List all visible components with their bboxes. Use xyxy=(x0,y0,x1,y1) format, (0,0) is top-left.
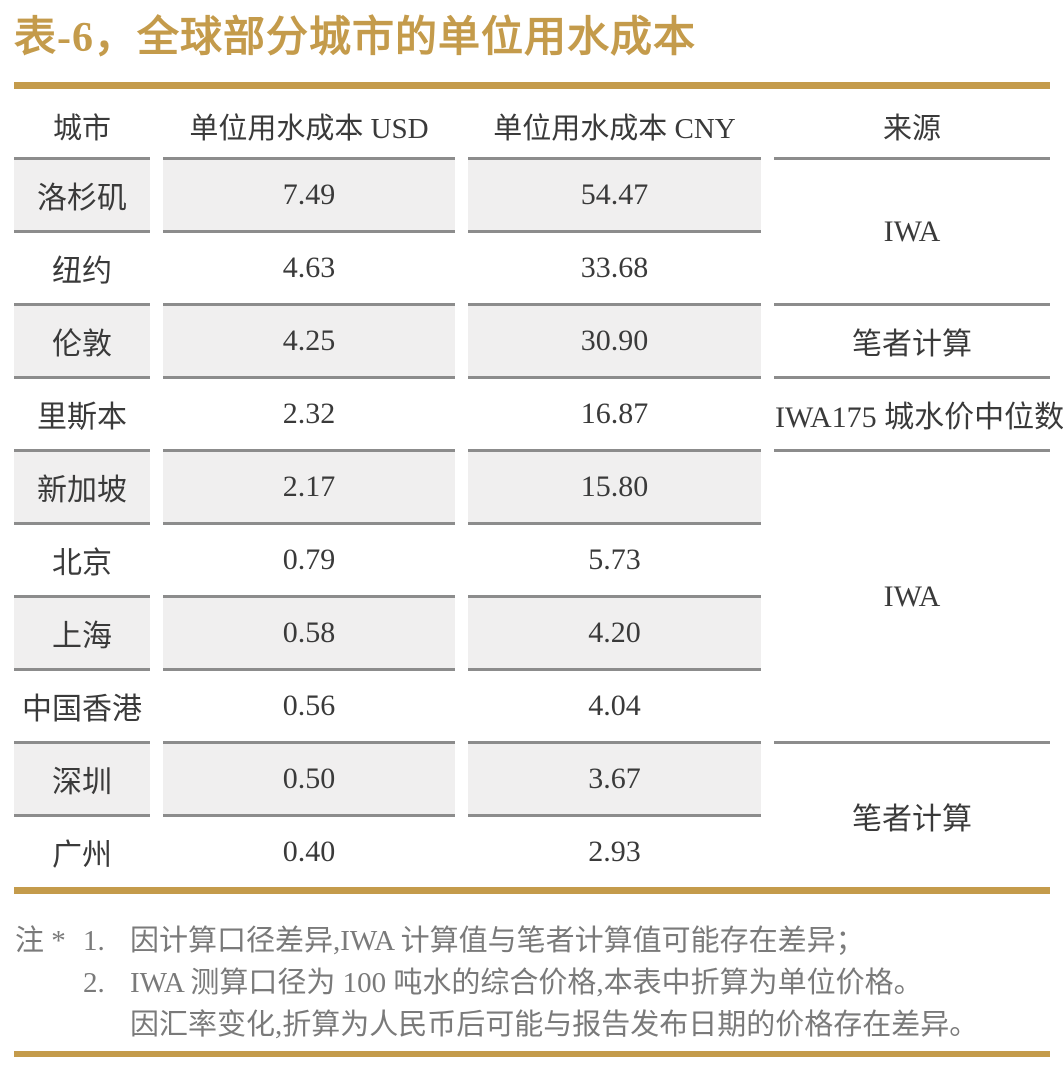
table-bottom-rule xyxy=(14,887,1050,894)
source-cell: 笔者计算 xyxy=(774,741,1050,887)
water-cost-table: 城市 单位用水成本 USD 单位用水成本 CNY 来源 洛杉矶 7.49 54.… xyxy=(1,95,1063,887)
column-header-city: 城市 xyxy=(52,113,111,145)
city-cell: 上海 xyxy=(14,595,150,668)
table-row: 伦敦 4.25 30.90 笔者计算 xyxy=(14,303,1050,376)
header-row: 城市 单位用水成本 USD 单位用水成本 CNY 来源 xyxy=(14,95,1050,157)
table-row: 深圳 0.50 3.67 笔者计算 xyxy=(14,741,1050,887)
table-row: 里斯本 2.32 16.87 IWA175 城水价中位数 xyxy=(14,376,1063,449)
usd-cell: 2.17 xyxy=(163,449,455,522)
table-row: 纽约 4.63 33.68 xyxy=(14,230,1050,303)
cny-cell: 4.20 xyxy=(468,595,761,668)
usd-cell: 0.50 xyxy=(163,741,455,814)
usd-cell: 0.79 xyxy=(163,522,455,595)
city-cell: 深圳 xyxy=(14,741,150,814)
city-cell: 广州 xyxy=(14,814,150,887)
footnote-item: 2. IWA 测算口径为 100 吨水的综合价格,本表中折算为单位价格。 xyxy=(83,962,1049,1004)
table-row: 广州 0.40 2.93 xyxy=(14,814,1050,887)
cny-cell: 3.67 xyxy=(468,741,761,814)
table-row: 北京 0.79 5.73 xyxy=(14,522,1050,595)
cny-cell: 30.90 xyxy=(468,303,761,376)
table-row: 洛杉矶 7.49 54.47 IWA xyxy=(14,157,1050,303)
city-cell: 里斯本 xyxy=(14,376,150,449)
page-title: 表-6，全球部分城市的单位用水成本 xyxy=(14,15,696,61)
table-row: 上海 0.58 4.20 xyxy=(14,595,1050,668)
footnotes: 注 * 1. 因计算口径差异,IWA 计算值与笔者计算值可能存在差异； 2. I… xyxy=(15,920,1049,1046)
page-bottom-rule xyxy=(14,1051,1050,1057)
cny-cell: 16.87 xyxy=(468,376,761,449)
footnote-number: 1. xyxy=(83,925,105,957)
footnote-item: 1. 因计算口径差异,IWA 计算值与笔者计算值可能存在差异； xyxy=(83,920,1049,962)
table-row: 新加坡 2.17 15.80 IWA xyxy=(14,449,1050,741)
footnote-item: 因汇率变化,折算为人民币后可能与报告发布日期的价格存在差异。 xyxy=(83,1004,1049,1046)
footnote-marker: 注 * xyxy=(15,925,66,957)
cny-cell: 5.73 xyxy=(468,522,761,595)
city-cell: 伦敦 xyxy=(14,303,150,376)
usd-cell: 0.40 xyxy=(163,814,455,887)
cny-cell: 15.80 xyxy=(468,449,761,522)
source-cell: 笔者计算 xyxy=(774,303,1050,376)
usd-cell: 0.56 xyxy=(163,668,455,741)
cny-cell: 4.04 xyxy=(468,668,761,741)
footnote-items: 1. 因计算口径差异,IWA 计算值与笔者计算值可能存在差异； 2. IWA 测… xyxy=(83,920,1049,1046)
city-cell: 纽约 xyxy=(14,230,150,303)
footnote-text: IWA 测算口径为 100 吨水的综合价格,本表中折算为单位价格。 xyxy=(130,967,923,999)
usd-cell: 7.49 xyxy=(163,157,455,230)
title-rule xyxy=(14,82,1050,89)
city-cell: 新加坡 xyxy=(14,449,150,522)
source-cell: IWA xyxy=(774,449,1050,741)
source-cell: IWA175 城水价中位数 xyxy=(774,376,1063,449)
cny-cell: 54.47 xyxy=(468,157,761,230)
table-header: 城市 单位用水成本 USD 单位用水成本 CNY 来源 xyxy=(14,95,1050,157)
city-cell: 洛杉矶 xyxy=(14,157,150,230)
footnote-number: 2. xyxy=(83,967,105,999)
usd-cell: 4.63 xyxy=(163,230,455,303)
column-header-cny: 单位用水成本 CNY xyxy=(493,113,736,145)
report-table-page: 表-6，全球部分城市的单位用水成本 城市 单位用水成本 USD 单位用水成本 C… xyxy=(0,14,1063,1085)
footnote-number xyxy=(83,1004,130,1046)
table-row: 中国香港 0.56 4.04 xyxy=(14,668,1050,741)
cny-cell: 2.93 xyxy=(468,814,761,887)
usd-cell: 0.58 xyxy=(163,595,455,668)
city-cell: 中国香港 xyxy=(14,668,150,741)
footnote-text: 因计算口径差异,IWA 计算值与笔者计算值可能存在差异； xyxy=(130,925,865,957)
city-cell: 北京 xyxy=(14,522,150,595)
usd-cell: 2.32 xyxy=(163,376,455,449)
footnote-text: 因汇率变化,折算为人民币后可能与报告发布日期的价格存在差异。 xyxy=(130,1009,979,1041)
column-header-usd: 单位用水成本 USD xyxy=(189,113,429,145)
cny-cell: 33.68 xyxy=(468,230,761,303)
column-header-source: 来源 xyxy=(882,113,941,145)
usd-cell: 4.25 xyxy=(163,303,455,376)
source-cell: IWA xyxy=(774,157,1050,303)
